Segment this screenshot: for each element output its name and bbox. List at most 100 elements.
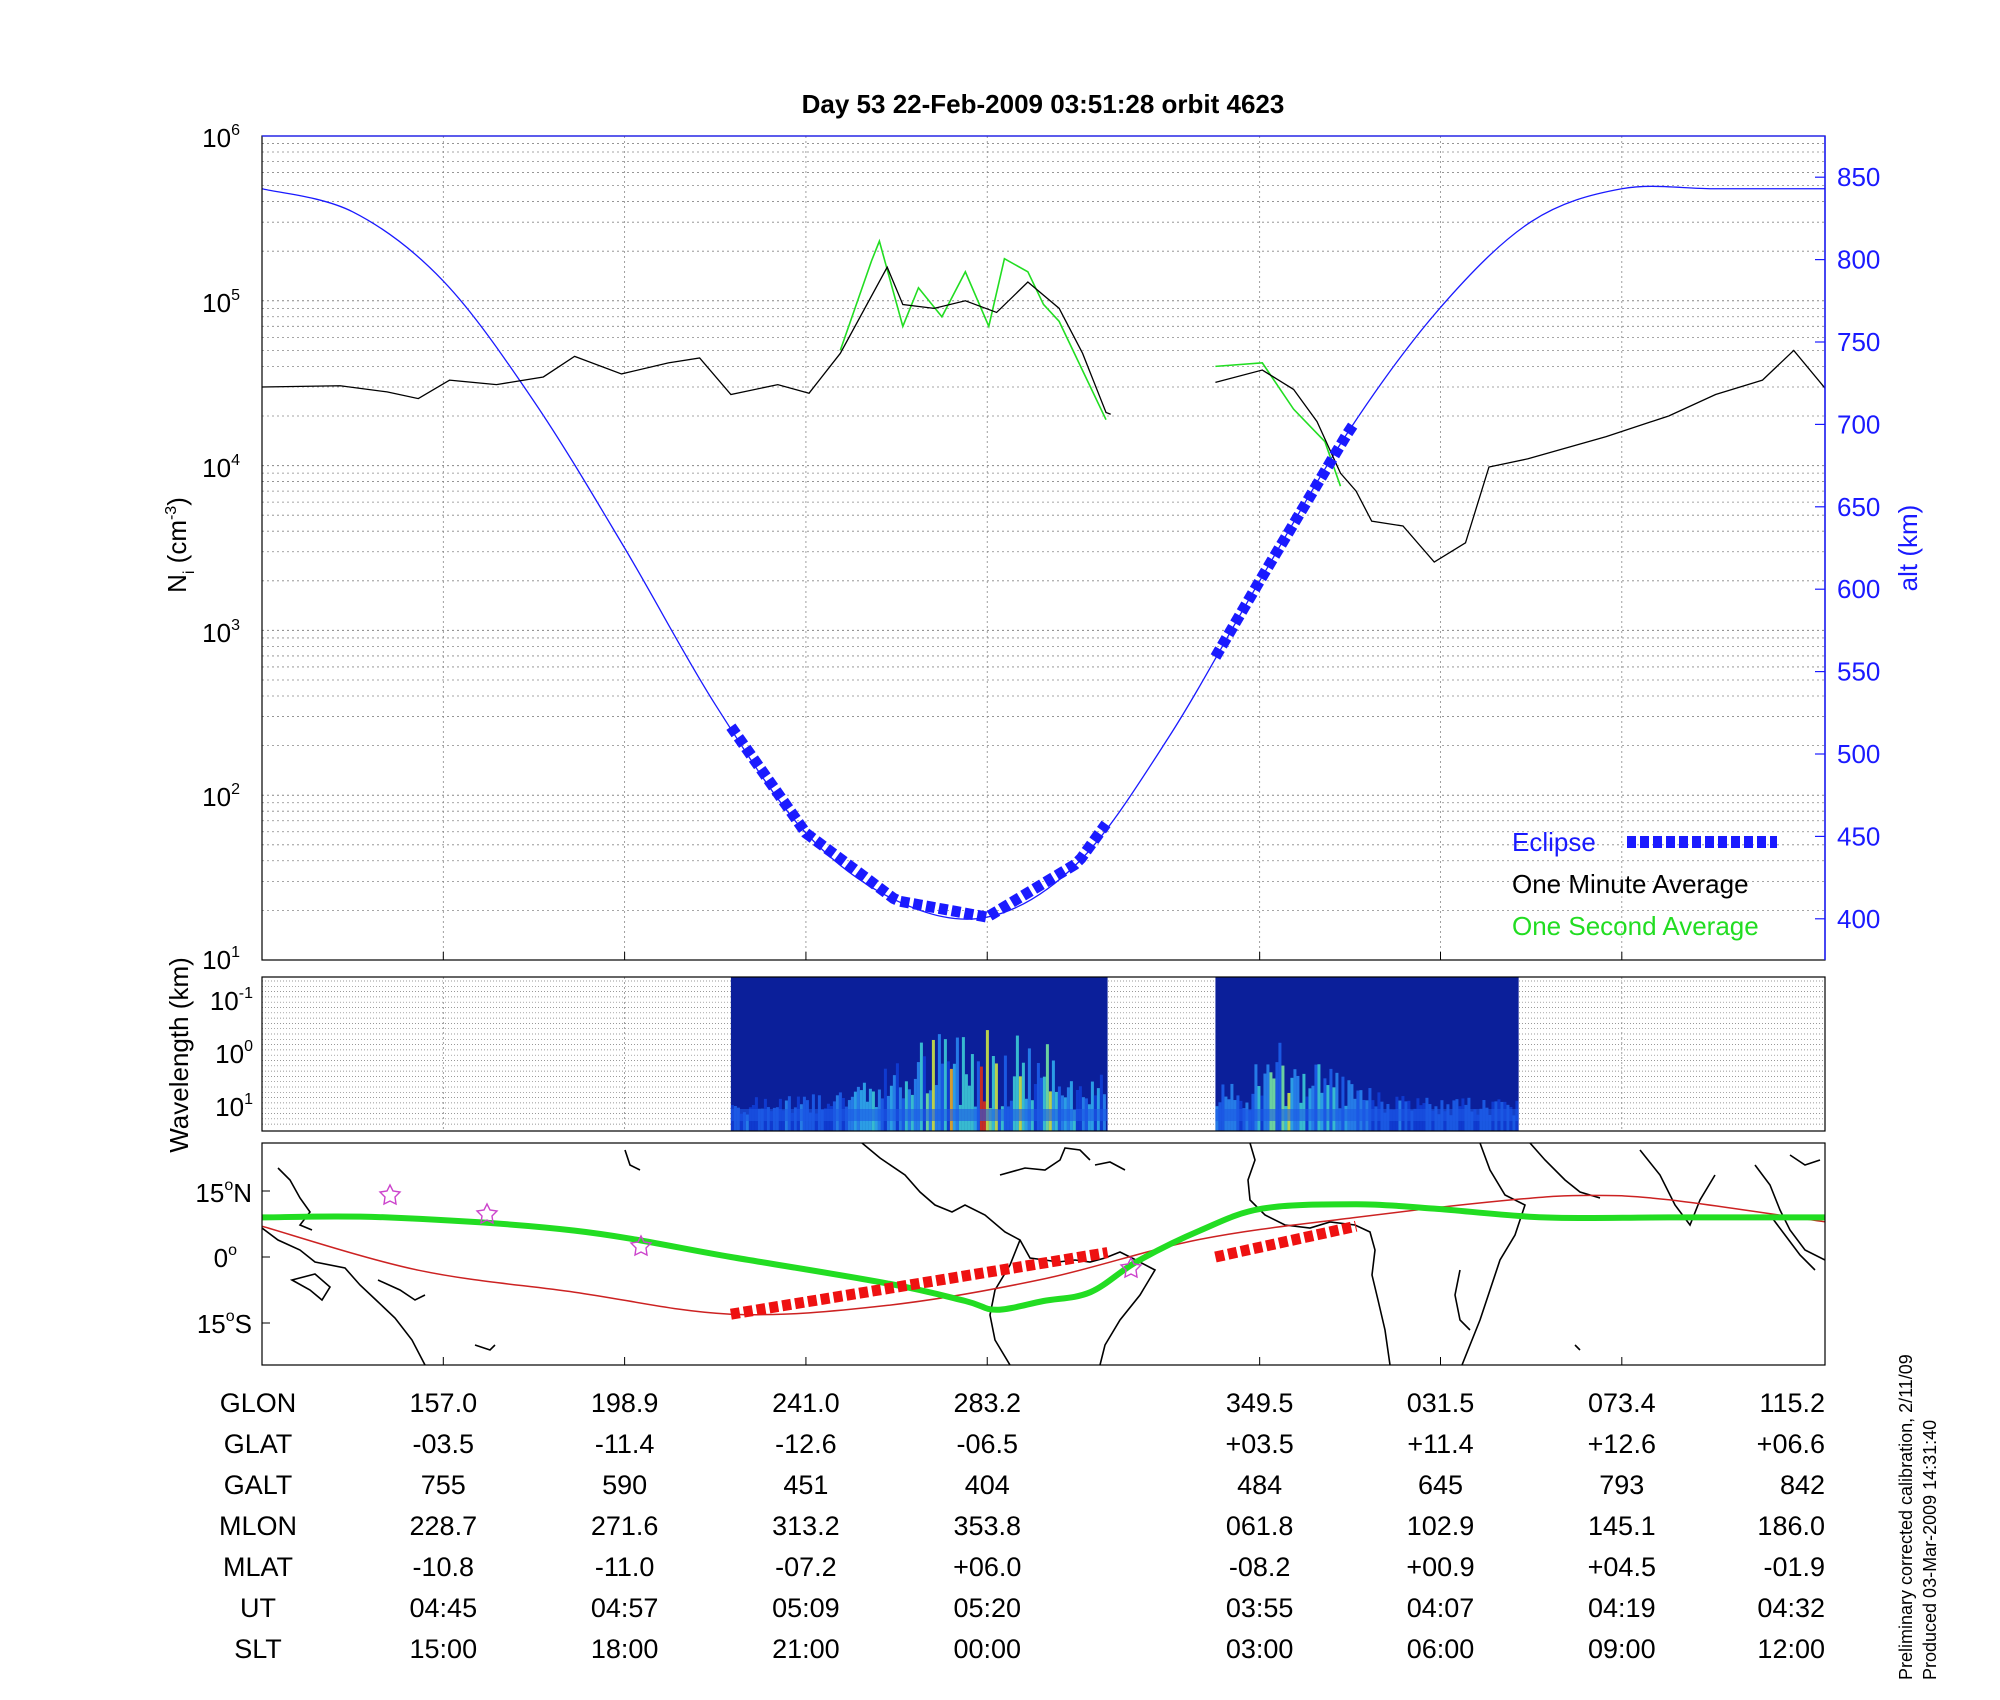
star-marker: [378, 1183, 402, 1206]
ephemeris-cell: 073.4: [1588, 1388, 1656, 1418]
ephemeris-cell: +12.6: [1588, 1429, 1656, 1459]
spectrogram-column: [922, 1056, 926, 1131]
ephemeris-cell: 404: [965, 1470, 1010, 1500]
spectrogram-column: [967, 1085, 971, 1131]
coastline-small-island: [1574, 1344, 1581, 1351]
spectrogram-column: [1275, 1062, 1279, 1131]
spectrogram-column: [1290, 1077, 1294, 1131]
lat-tick-15n: 15oN: [195, 1177, 252, 1208]
spectrogram-column: [1045, 1044, 1049, 1131]
spectrogram-column: [1221, 1084, 1225, 1131]
altitude-tick-label: 400: [1837, 904, 1880, 934]
ephemeris-cell: -06.5: [956, 1429, 1018, 1459]
ephemeris-cell: 842: [1780, 1470, 1825, 1500]
ephemeris-cell: +03.5: [1225, 1429, 1293, 1459]
ephemeris-cell: 755: [421, 1470, 466, 1500]
spectrogram-column: [931, 1039, 935, 1131]
ephemeris-cell: 186.0: [1757, 1511, 1825, 1541]
spectrogram-column: [1488, 1115, 1492, 1131]
spectrogram-column: [892, 1075, 896, 1131]
ephemeris-cell: -12.6: [775, 1429, 837, 1459]
map-eclipse-segment: [730, 1247, 1109, 1320]
lat-tick-15s: 15oS: [197, 1308, 252, 1339]
spectrogram-column: [913, 1078, 917, 1131]
calibration-note: Preliminary corrected calibration, 2/11/…: [1896, 1354, 1916, 1680]
one-second-average-line: [839, 238, 1107, 421]
spectrogram-column: [1269, 1072, 1273, 1131]
spectrogram-column: [1051, 1060, 1055, 1131]
eclipse-segment: [1210, 422, 1358, 660]
ephemeris-row-label: MLAT: [223, 1552, 293, 1582]
coastline-caribbean: [999, 1147, 1091, 1176]
spectrogram-column: [1036, 1063, 1040, 1131]
ephemeris-cell: 228.7: [410, 1511, 478, 1541]
spectrogram-column: [1015, 1035, 1019, 1131]
ephemeris-cell: +11.4: [1407, 1429, 1473, 1459]
spectrogram-column: [1314, 1064, 1318, 1131]
spectrogram-column: [1317, 1064, 1321, 1131]
spectrogram-column: [1383, 1112, 1387, 1131]
map-y-ticks: 15oN 0o 15oS: [195, 1177, 252, 1339]
altitude-tick-label: 850: [1837, 162, 1880, 192]
spectrogram-column: [790, 1112, 794, 1131]
ephemeris-cell: 04:19: [1588, 1593, 1656, 1623]
spectrogram-column: [946, 1061, 950, 1131]
spectrogram-column: [1443, 1111, 1447, 1131]
ephemeris-cell: +06.6: [1757, 1429, 1825, 1459]
wl-tick-3: 101: [215, 1091, 253, 1122]
spectrogram-column: [1311, 1085, 1315, 1131]
ephemeris-row-label: GALT: [224, 1470, 293, 1500]
spectrogram-blocks: [730, 977, 1519, 1131]
ephemeris-cell: 102.9: [1407, 1511, 1475, 1541]
coastline-island-1: [277, 1167, 313, 1231]
ephemeris-cell: -11.0: [595, 1552, 655, 1582]
produced-note: Produced 03-Mar-2009 14:31:40: [1920, 1420, 1940, 1680]
altitude-tick-label: 650: [1837, 492, 1880, 522]
ephemeris-cell: 115.2: [1759, 1388, 1825, 1418]
coastline-africa-west: [1247, 1143, 1391, 1365]
spectrogram-column: [1078, 1086, 1082, 1131]
spectrogram-column: [1230, 1083, 1234, 1131]
ephemeris-row-label: SLT: [234, 1634, 282, 1664]
spectrogram-column: [1512, 1115, 1516, 1131]
spectrogram-column: [1302, 1073, 1306, 1131]
coastline-antilles: [1094, 1161, 1126, 1171]
ephemeris-cell: 451: [783, 1470, 828, 1500]
ephemeris-cell: 04:07: [1407, 1593, 1475, 1623]
ephemeris-cell: -11.4: [595, 1429, 655, 1459]
ephemeris-row-label: GLAT: [224, 1429, 293, 1459]
spectrogram-column: [985, 1030, 989, 1131]
spectrogram-column: [1254, 1064, 1258, 1131]
y-tick-1e2: 102: [202, 781, 240, 812]
spectrogram-column: [856, 1086, 860, 1131]
ephemeris-cell: 05:09: [772, 1593, 840, 1623]
spectrogram-column: [1003, 1055, 1007, 1131]
spectrogram-column: [883, 1068, 887, 1131]
ephemeris-cell: 09:00: [1588, 1634, 1656, 1664]
y-tick-1e6: 106: [202, 122, 240, 153]
map-eclipse-dashes: [730, 1220, 1358, 1320]
density-panel: 106 105 104 103 102 101 Ni (cm-3) 850 800…: [162, 122, 1923, 975]
spectrogram-column: [916, 1062, 920, 1131]
ephemeris-row-label: GLON: [220, 1388, 297, 1418]
map-eclipse-segment: [1214, 1220, 1358, 1263]
spectrogram-column: [1263, 1073, 1267, 1131]
spectrogram-column: [976, 1061, 980, 1131]
spectrogram-column: [1278, 1042, 1282, 1131]
ephemeris-cell: 484: [1237, 1470, 1282, 1500]
altitude-tick-label: 800: [1837, 245, 1880, 275]
altitude-y-ticks: 850 800 750 700 650 600 550 500 450 400: [1815, 162, 1880, 934]
ephemeris-cell: -08.2: [1229, 1552, 1291, 1582]
spectrogram-column: [889, 1085, 893, 1131]
coastline-island-4: [474, 1344, 496, 1351]
ephemeris-cell: +00.9: [1406, 1552, 1474, 1582]
spectrogram-band: [1215, 1109, 1519, 1121]
station-stars: [378, 1183, 1143, 1279]
coastline-madagascar: [1454, 1269, 1471, 1331]
map-panel: 15oN 0o 15oS: [195, 1142, 1826, 1366]
ephemeris-cell: 283.2: [953, 1388, 1021, 1418]
spectrogram-column: [895, 1063, 899, 1131]
spectrogram-column: [745, 1114, 749, 1131]
spectrogram-column: [1099, 1074, 1103, 1131]
y-tick-1e3: 103: [202, 617, 240, 648]
